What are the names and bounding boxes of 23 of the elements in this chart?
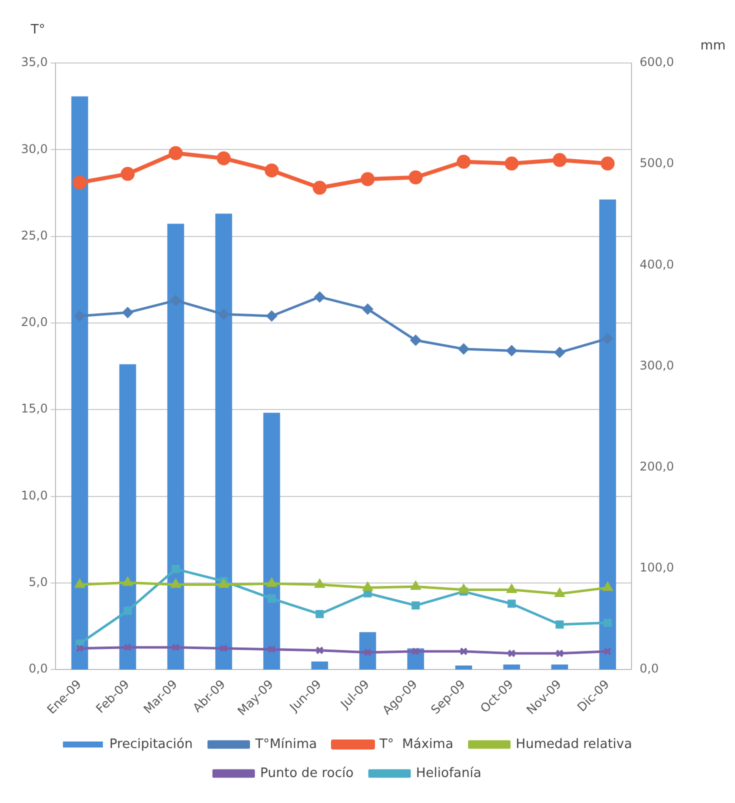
y2-tick-label: 100,0 xyxy=(640,560,674,575)
y-tick-label: 25,0 xyxy=(21,228,48,242)
legend-label: Precipitación xyxy=(109,736,193,752)
legend-label: Punto de rocío xyxy=(260,766,354,781)
y2-tick-label: 500,0 xyxy=(640,156,674,170)
y-tick-label: 30,0 xyxy=(21,142,48,156)
y2-tick-label: 0,0 xyxy=(640,662,659,676)
y-tick-label: 10,0 xyxy=(21,488,48,502)
legend-label: Humedad relativa xyxy=(516,736,632,752)
y-tick-label: 15,0 xyxy=(21,402,48,416)
y2-tick-label: 600,0 xyxy=(640,55,674,70)
legend-label: Heliofanía xyxy=(416,766,482,781)
y-tick-label: 0,0 xyxy=(28,662,48,676)
y-tick-label: 5,0 xyxy=(28,575,48,590)
y2-tick-label: 300,0 xyxy=(640,358,674,372)
legend-label: T°Mínima xyxy=(254,736,317,752)
y-axis-title: T° xyxy=(30,22,46,38)
y-tick-label: 35,0 xyxy=(21,55,48,70)
y2-axis-title: mm xyxy=(700,38,726,54)
y2-tick-label: 200,0 xyxy=(640,460,674,474)
legend-label: T° Máxima xyxy=(378,736,454,752)
y-tick-label: 20,0 xyxy=(21,315,48,330)
y2-tick-label: 400,0 xyxy=(640,257,674,272)
